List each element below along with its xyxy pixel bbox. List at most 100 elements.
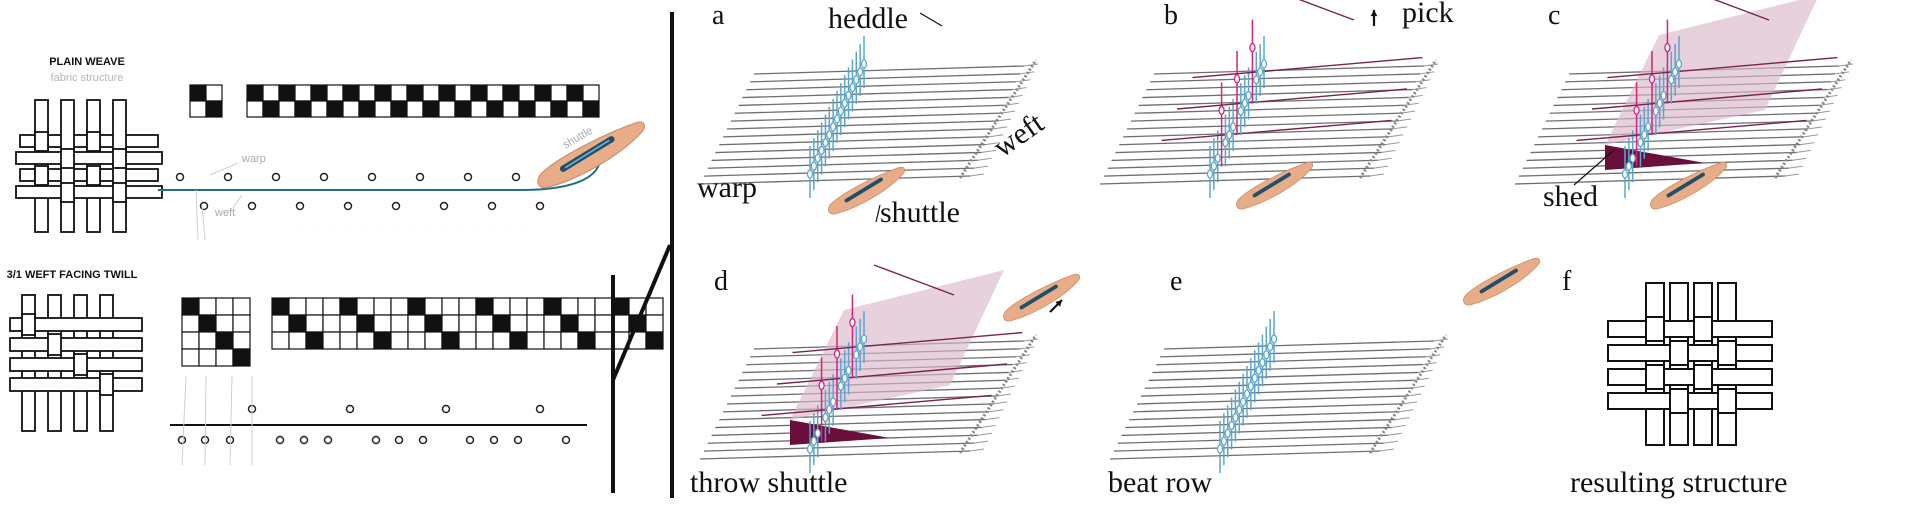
grid-cell xyxy=(305,331,324,350)
panel-labels: a b c d e f xyxy=(712,0,1572,297)
warp-thread xyxy=(742,88,1013,99)
thread-end xyxy=(1373,165,1388,169)
heddle-eye xyxy=(1247,381,1255,391)
thread-end xyxy=(1396,118,1412,122)
thread-end xyxy=(981,149,996,153)
heddle-eye xyxy=(1652,106,1660,116)
heddle-eye xyxy=(1633,105,1640,116)
warp-thread xyxy=(1140,387,1411,397)
grid-cell xyxy=(205,84,223,102)
weft-label: weft xyxy=(987,106,1050,164)
thread-end xyxy=(1393,126,1408,130)
plain-weave-section: PLAIN WEAVE fabric structure xyxy=(15,56,645,241)
thread-end xyxy=(1008,94,1023,98)
warp-thread xyxy=(707,159,978,169)
warp-thread xyxy=(1121,426,1392,437)
heddle-eye xyxy=(826,405,833,415)
grid-cell xyxy=(322,331,341,350)
warp-thread xyxy=(699,175,971,185)
warp-thread xyxy=(1534,136,1805,146)
heddle-eye xyxy=(1629,153,1636,163)
lifted-warp xyxy=(1192,56,1423,79)
grid-cell xyxy=(509,331,528,350)
grid-cell xyxy=(339,314,358,333)
heddle-eye xyxy=(1253,75,1260,85)
grid-cell xyxy=(278,84,296,102)
grid-cell xyxy=(422,84,440,102)
grid-cell xyxy=(271,297,290,316)
warp-thread xyxy=(1152,363,1423,374)
heddle-eye xyxy=(1245,90,1252,101)
grid-cell xyxy=(305,314,324,333)
heddle-eye xyxy=(1206,169,1214,179)
grid-cell xyxy=(594,331,613,350)
heddle-eye xyxy=(1218,105,1225,116)
grid-cell xyxy=(454,100,472,118)
shuttle-icon xyxy=(1463,257,1540,306)
grid-cell xyxy=(339,297,358,316)
grid-cell xyxy=(198,314,217,333)
thread-end xyxy=(1391,424,1406,428)
plain-weave-structure xyxy=(15,99,163,233)
thread-end xyxy=(1000,385,1015,389)
warp-thread xyxy=(1107,159,1378,169)
warp-thread xyxy=(1146,81,1417,91)
grid-cell xyxy=(550,100,568,118)
twill-section: 3/1 WEFT FACING TWILL xyxy=(7,269,664,466)
plain-weave-small-grid xyxy=(189,84,223,118)
heddle-eye xyxy=(849,317,856,328)
thread-end xyxy=(1410,385,1425,389)
heddle-eye xyxy=(833,114,841,124)
thread-end xyxy=(1788,165,1803,169)
plain-weave-subtitle: fabric structure xyxy=(51,72,124,84)
grid-cell xyxy=(458,297,477,316)
shuttle-icon xyxy=(537,121,645,189)
grid-cell xyxy=(181,348,200,367)
grid-cell xyxy=(215,297,234,316)
thread-end xyxy=(1422,362,1437,366)
grid-cell xyxy=(390,297,409,316)
heddle-eye xyxy=(1259,357,1266,368)
panel-b xyxy=(1099,0,1439,210)
warp-thread xyxy=(1142,88,1413,99)
thread-end xyxy=(1399,409,1414,413)
warp-thread xyxy=(730,112,1001,122)
heddle-eye xyxy=(1263,350,1270,360)
twill-thread-diagram xyxy=(170,375,587,466)
thread-end xyxy=(1387,432,1402,436)
warp-thread xyxy=(1148,371,1419,382)
grid-cell xyxy=(232,297,251,316)
grid-cell xyxy=(424,314,443,333)
grid-cell xyxy=(475,297,494,316)
grid-cell xyxy=(342,84,360,102)
grid-cell xyxy=(424,331,443,350)
heddle-eye xyxy=(829,397,837,407)
grid-cell xyxy=(310,100,328,118)
heddle-eye xyxy=(849,82,856,93)
pick-arrow-icon xyxy=(1370,10,1378,26)
heddle-eye xyxy=(860,59,868,69)
warp-thread xyxy=(1129,411,1400,421)
thread-end xyxy=(1008,369,1023,373)
grid-cell xyxy=(246,84,264,102)
thread-end xyxy=(969,448,985,452)
grid-cell xyxy=(278,100,296,118)
warp-thread xyxy=(723,128,994,138)
grid-cell xyxy=(526,331,545,350)
heddle-eye xyxy=(1664,42,1671,53)
lifted-warp xyxy=(792,331,1023,354)
lifted-warp xyxy=(776,363,1008,385)
woven-edge xyxy=(1368,334,1448,454)
warp-thread xyxy=(1144,379,1415,389)
grid-cell xyxy=(458,331,477,350)
warp-label: warp xyxy=(697,171,757,204)
grid-cell xyxy=(407,314,426,333)
grid-cell xyxy=(594,314,613,333)
thread-end xyxy=(989,409,1004,413)
panel-f-letter: f xyxy=(1562,266,1572,297)
heddle-eye xyxy=(810,436,818,446)
thread-end xyxy=(1784,173,1800,177)
thread-end xyxy=(1385,142,1400,146)
shuttle-label: shuttle xyxy=(880,196,960,229)
plain-weave-title: PLAIN WEAVE xyxy=(49,56,125,68)
